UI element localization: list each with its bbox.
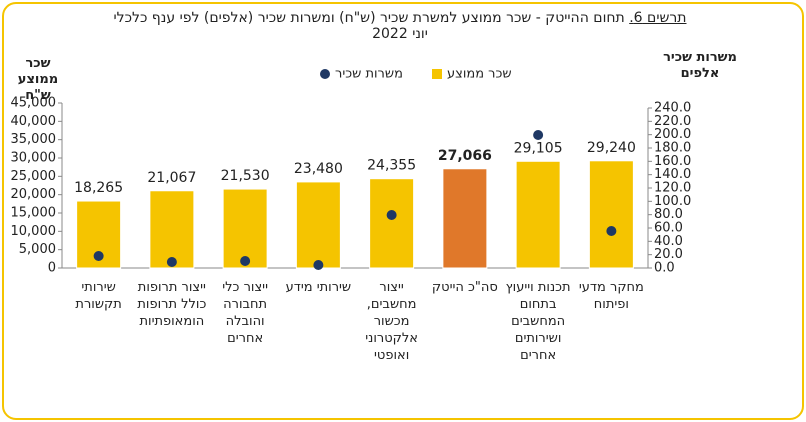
y2-tick-label: 200.0 [654,127,691,142]
y2-tick-label: 160.0 [654,154,691,169]
legend-marker [432,69,442,79]
point [166,257,177,267]
x-tick-label: סה"כ הייטק [431,280,498,295]
x-tick-label: שירותי תקשורת [75,280,122,312]
legend-marker [320,69,330,79]
y-tick-label: 0 [48,261,56,276]
value-label: 27,066 [438,148,492,164]
value-label: 21,530 [221,168,270,184]
y-axis-label: שכר ממוצע ש"ח [17,56,59,103]
x-tick-label: מחקר מדעי ופיתוח [578,280,644,312]
bar [149,190,195,269]
x-tick-label: תכנות וייעוץ בתחום המחשבים ושירותים אחרי… [505,280,571,363]
x-tick-label: ייצור מחשבים, מכשור אלקטרוני ואופטי [365,280,418,363]
value-label: 21,067 [147,170,196,186]
x-tick-label: ייצור תרופות כולל תרופות הומאופתיות [137,280,207,329]
y2-tick-label: 120.0 [654,181,691,196]
y2-tick-label: 180.0 [654,141,691,156]
y2-tick-label: 140.0 [654,167,691,182]
y-tick-label: 25,000 [11,169,57,184]
value-label: 29,105 [514,140,563,156]
point [313,260,324,270]
point [533,130,544,140]
x-tick-label: שירותי מידע [285,280,352,295]
y2-tick-label: 220.0 [654,114,691,129]
bar [222,188,268,269]
point [606,226,617,236]
y2-tick-label: 20.0 [654,247,683,262]
y-tick-label: 5,000 [19,242,56,257]
value-label: 24,355 [367,158,416,174]
y2-tick-label: 80.0 [654,207,683,222]
y-tick-label: 40,000 [11,114,57,129]
title-block: תרשים 6. תחום ההייטק - שכר ממוצע למשרת ש… [80,10,720,42]
bar [588,160,634,269]
y2-tick-label: 240.0 [654,101,691,116]
y-tick-label: 45,000 [11,96,57,111]
point [240,256,251,266]
bar [369,178,415,269]
legend-label: משרות שכיר [335,67,403,82]
y2-tick-label: 100.0 [654,194,691,209]
y-tick-label: 30,000 [11,151,57,166]
y2-tick-label: 0.0 [654,261,675,276]
y-tick-label: 20,000 [11,187,57,202]
y2-tick-label: 40.0 [654,234,683,249]
bar [442,168,488,269]
y-tick-label: 10,000 [11,224,57,239]
point [93,251,104,261]
value-label: 23,480 [294,161,343,177]
legend-label: שכר ממוצע [447,67,512,82]
chart-title: תחום ההייטק - שכר ממוצע למשרת שכיר (ש"ח)… [113,10,625,26]
y2-axis-label: משרות שכיר אלפים [663,50,737,81]
value-label: 18,265 [74,180,123,196]
point [386,210,397,220]
bar [515,160,561,269]
y-tick-label: 15,000 [11,206,57,221]
value-label: 29,240 [587,140,636,156]
y2-tick-label: 60.0 [654,221,683,236]
chart-subtitle: יוני 2022 [372,26,428,42]
bar [295,181,341,269]
figure-label: תרשים 6. [629,10,687,26]
x-tick-label: ייצור כלי תחבורה והובלה אחרים [222,280,268,346]
y-tick-label: 35,000 [11,132,57,147]
